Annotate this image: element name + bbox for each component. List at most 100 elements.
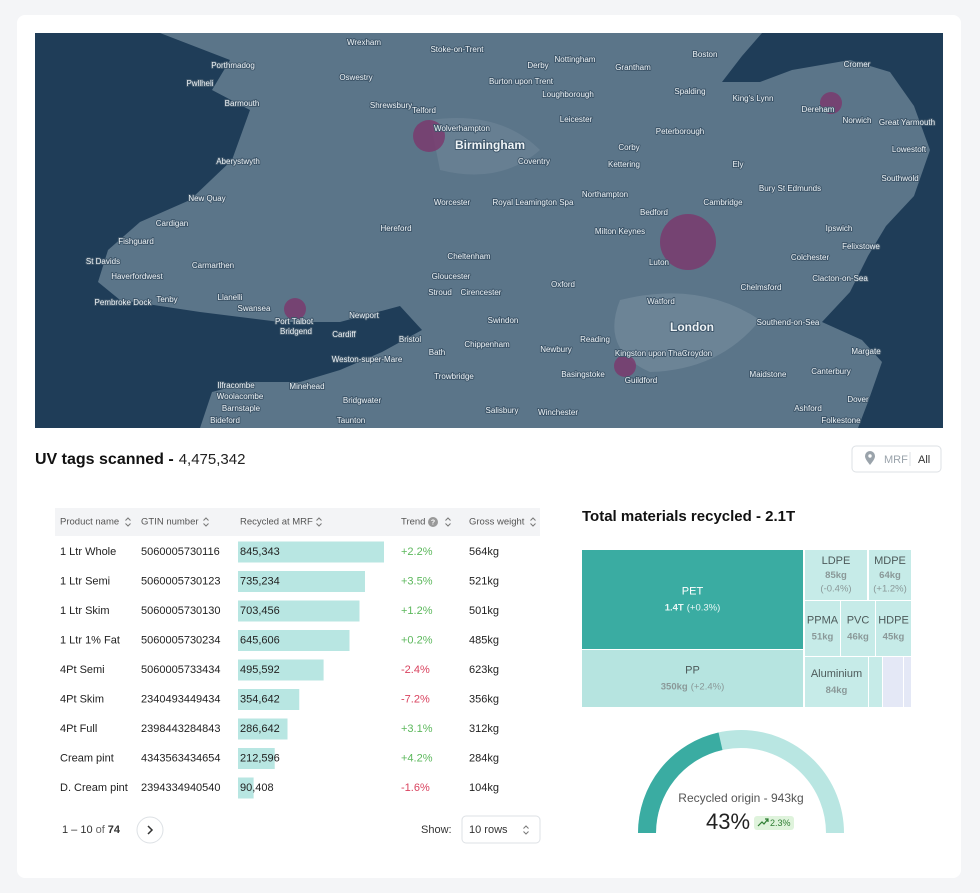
recycled-value: 354,642: [240, 693, 280, 705]
map-label: Basingstoke: [561, 370, 605, 379]
map-label: Newport: [349, 311, 380, 320]
treemap-cell[interactable]: [841, 601, 875, 656]
map-label: Bridgwater: [343, 396, 382, 405]
recycled-bar: [238, 748, 275, 769]
treemap-cell[interactable]: [582, 550, 803, 649]
map-label: Cromer: [844, 60, 871, 69]
map-label: Oswestry: [339, 73, 372, 82]
range: 1 – 10: [62, 824, 93, 836]
gross-weight: 485kg: [469, 634, 499, 646]
cell-name: PET: [682, 585, 704, 597]
trend: +3.5%: [401, 575, 433, 587]
product-name: 1 Ltr Skim: [60, 605, 110, 617]
map-label: Fishguard: [118, 237, 154, 246]
map-label: Ipswich: [826, 224, 853, 233]
cell-amount: 1.4T: [665, 602, 684, 613]
map-bubble[interactable]: [614, 355, 636, 377]
column-header[interactable]: Recycled at MRF: [240, 517, 313, 528]
trend: +3.1%: [401, 723, 433, 735]
recycled-bar: [238, 777, 254, 799]
sort-icon: [316, 517, 322, 527]
cell-amount: 64kg: [879, 570, 901, 581]
cell-value: 64kg: [879, 570, 901, 581]
filter-box[interactable]: [851, 445, 942, 473]
cell-change: (+1.2%): [873, 584, 907, 595]
cell-value: 46kg: [847, 631, 869, 642]
treemap-cell[interactable]: [582, 650, 803, 707]
filter-button[interactable]: MRF All: [851, 445, 942, 473]
map-label: Chippenham: [464, 340, 510, 349]
map-label: Maidstone: [750, 370, 787, 379]
rows-option[interactable]: 10 rows: [469, 824, 508, 836]
map-bubble[interactable]: [820, 92, 842, 114]
gross-weight: 312kg: [469, 723, 499, 735]
gtin: 5060005730130: [141, 605, 221, 617]
map-label: Newbury: [540, 345, 572, 354]
treemap-cell[interactable]: [805, 601, 840, 656]
map-label: Weston-super-Mare: [332, 355, 403, 364]
rows-select[interactable]: [461, 815, 541, 844]
gtin: 5060005730123: [141, 575, 221, 587]
map-label: Great Yarmouth: [879, 118, 935, 127]
total: 74: [108, 824, 121, 836]
gross-weight: 356kg: [469, 693, 499, 705]
filter-option[interactable]: MRF: [884, 454, 908, 466]
trend: +2.2%: [401, 546, 433, 558]
recycled-bar: [238, 659, 324, 681]
map-label: Winchester: [538, 408, 578, 417]
map-label: Coventry: [518, 157, 550, 166]
column-header[interactable]: Trend: [401, 517, 425, 528]
trend: +1.2%: [401, 605, 433, 617]
map-label: Margate: [851, 347, 881, 356]
section-title: UV tags scanned - 4,475,342: [35, 451, 245, 468]
map-label: Boston: [693, 50, 718, 59]
table-header-bg: [55, 508, 540, 536]
product-name: 4Pt Skim: [60, 693, 104, 705]
map-label: Trowbridge: [434, 372, 474, 381]
product-name: Cream pint: [60, 752, 114, 764]
map-label: Aberystwyth: [216, 157, 260, 166]
map-bubble[interactable]: [284, 298, 306, 320]
change-badge: [754, 816, 794, 830]
recycled-bar: [238, 600, 360, 622]
treemap-cell[interactable]: [869, 550, 911, 600]
treemap-cell[interactable]: [805, 550, 867, 600]
map-label: Folkestone: [821, 416, 861, 425]
cell-value: 51kg: [812, 631, 834, 642]
column-header[interactable]: Product name: [60, 517, 119, 528]
map-label: Ely: [732, 160, 743, 169]
map-label: Felixstowe: [842, 242, 880, 251]
recycled-value: 735,234: [240, 575, 280, 587]
gtin: 4343563434654: [141, 752, 221, 764]
map-label: Kettering: [608, 160, 640, 169]
gtin: 5060005730116: [141, 546, 220, 558]
map-label: Lowestoft: [892, 145, 927, 154]
treemap-cell[interactable]: [876, 601, 911, 656]
cell-value: 45kg: [883, 631, 905, 642]
next-button[interactable]: [136, 816, 164, 844]
product-name: 4Pt Semi: [60, 664, 105, 676]
recycled-value: 286,642: [240, 723, 280, 735]
map-bubble[interactable]: [660, 214, 716, 270]
trend: -7.2%: [401, 693, 430, 705]
map-label: Colchester: [791, 253, 830, 262]
filter-option[interactable]: All: [918, 454, 930, 466]
map-label: London: [670, 320, 714, 334]
column-header[interactable]: GTIN number: [141, 517, 199, 528]
map-label: Luton: [649, 258, 669, 267]
map-label: Swindon: [488, 316, 519, 325]
map-label: Wolverhampton: [434, 124, 490, 133]
sort-icon: [523, 825, 529, 835]
cell-name: HDPE: [878, 614, 909, 626]
recycled-value: 845,343: [240, 546, 280, 558]
product-name: 4Pt Full: [60, 723, 97, 735]
map-bubble[interactable]: [413, 120, 445, 152]
map-label: Milton Keynes: [595, 227, 645, 236]
map-label: Cirencester: [461, 288, 502, 297]
column-header[interactable]: Gross weight: [469, 517, 525, 528]
recycled-bar: [238, 541, 384, 563]
map-label: Croydon: [682, 349, 712, 358]
map-label: Taunton: [337, 416, 365, 425]
treemap-cell[interactable]: [805, 657, 868, 707]
map-label: Birmingham: [455, 138, 525, 152]
